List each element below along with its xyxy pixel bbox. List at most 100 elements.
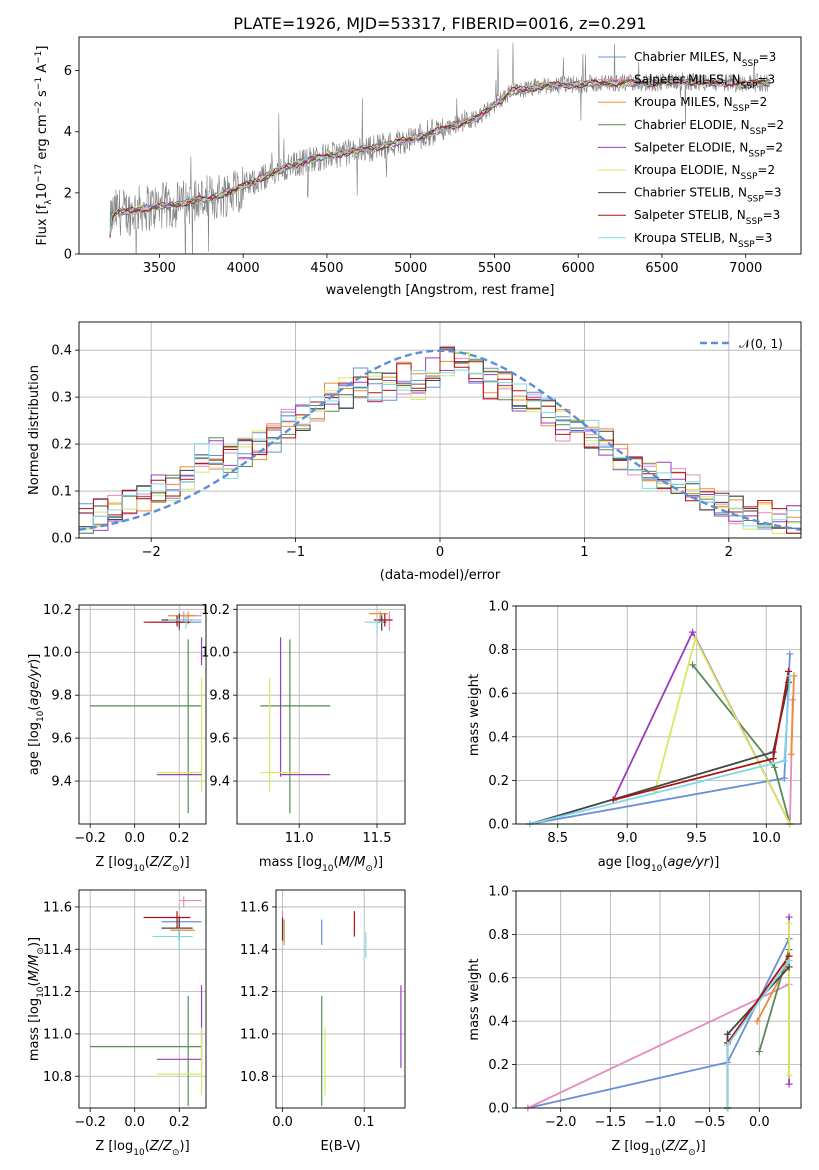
y-tick-label: 10.2: [43, 603, 72, 618]
weight-point-marker: [780, 774, 788, 782]
weight-point-marker: [786, 672, 794, 680]
mass-weight-vs-age-axes: 8.5 9.0 9.5 10.0 0.0 0.2 0.4 0.6 0.8 1.0 age [log1…: [467, 600, 802, 874]
y-tick-label: 9.6: [51, 732, 72, 747]
weight-point-marker: [785, 963, 793, 971]
axes-frame: [78, 36, 802, 255]
weight-point-marker: [689, 628, 697, 636]
x-axis-label: E(B-V): [320, 1139, 360, 1154]
legend-label: Chabrier ELODIE, NSSP=2: [634, 118, 784, 137]
weight-point-marker: [771, 763, 779, 771]
axes-frame: [78, 321, 802, 539]
x-tick-label: 8.5: [547, 831, 568, 846]
y-tick-label: 0.1: [51, 485, 72, 500]
y-tick-label: 6: [64, 64, 72, 79]
y-tick-label: 0.0: [488, 1102, 509, 1117]
y-tick-label: 11.6: [43, 900, 72, 915]
weight-point-marker: [691, 635, 699, 643]
mass-vs-Z-axes: −0.2 0.0 0.2 10.8 11.0 11.2 11.4 11.6 Z [log10(Z…: [27, 889, 207, 1158]
y-tick-label: 0.3: [51, 391, 72, 406]
x-tick-label: 4500: [310, 261, 343, 276]
weight-point-marker: [785, 1071, 793, 1079]
x-tick-label: −2: [142, 545, 161, 560]
y-tick-label: 11.2: [43, 985, 72, 1000]
weight-line: [790, 675, 795, 755]
x-tick-label: 3500: [143, 261, 176, 276]
legend-label: Salpeter ELODIE, NSSP=2: [634, 140, 783, 159]
y-tick-label: 10.0: [43, 646, 72, 661]
figure-title: PLATE=1926, MJD=53317, FIBERID=0016, z=0…: [233, 14, 646, 33]
y-tick-label: 9.8: [51, 689, 72, 704]
y-axis-label: Flux [fλ10−17 erg cm−2 s−1 A−1]: [34, 46, 54, 246]
x-axis-label: mass [log10(M/M⊙)]: [259, 855, 383, 874]
y-tick-label: 11.6: [240, 900, 269, 915]
legend-label: Chabrier STELIB, NSSP=3: [634, 186, 782, 205]
axes-frame: [275, 889, 406, 1109]
weight-line: [527, 983, 790, 1108]
legend-label: Kroupa ELODIE, NSSP=2: [634, 163, 775, 182]
spectrum-axes: 3500 4000 4500 5000 5500 6000 6500 7000 0 2 4 6 wave…: [34, 36, 802, 298]
y-axis-label: age [log10(age/yr)]: [27, 654, 46, 776]
x-tick-label: 0.0: [749, 1115, 770, 1130]
weight-line: [529, 675, 791, 824]
y-tick-label: 0.6: [488, 971, 509, 986]
y-tick-label: 1.0: [488, 885, 509, 900]
x-axis-label: age [log10(age/yr)]: [598, 855, 720, 874]
x-tick-label: 0.0: [272, 1115, 293, 1130]
legend-label: Chabrier MILES, NSSP=3: [634, 50, 776, 69]
legend-label: Salpeter STELIB, NSSP=3: [634, 208, 780, 227]
y-tick-label: 0.8: [488, 928, 509, 943]
y-tick-label: 11.0: [43, 1027, 72, 1042]
x-tick-label: −0.2: [74, 831, 106, 846]
x-axis-label: Z [log10(Z/Z⊙)]: [95, 1139, 189, 1158]
weight-line: [654, 636, 791, 824]
y-tick-label: 10.0: [201, 646, 230, 661]
normal-curve-line: [79, 349, 801, 531]
y-tick-label: 2: [64, 186, 72, 201]
y-tick-label: 9.6: [209, 732, 230, 747]
y-tick-label: 0: [64, 248, 72, 263]
x-tick-label: 7000: [729, 261, 762, 276]
y-tick-label: 0.2: [488, 774, 509, 789]
weight-point-marker: [784, 667, 792, 675]
model-spectrum-line: [109, 77, 770, 236]
weight-line: [612, 630, 791, 824]
histogram-line: [79, 349, 801, 534]
weight-line: [758, 949, 790, 1052]
x-tick-label: 5000: [394, 261, 427, 276]
weight-point-marker: [724, 1041, 732, 1049]
y-tick-label: 0.0: [488, 818, 509, 833]
weight-point-marker: [785, 913, 793, 921]
y-tick-label: 11.0: [240, 1027, 269, 1042]
y-tick-label: 10.8: [240, 1070, 269, 1085]
legend-label: 𝒩(0, 1): [739, 337, 783, 351]
age-vs-mass-axes: 11.0 11.5 9.4 9.6 9.8 10.0 10.2 mass [log10(M/M…: [201, 603, 406, 874]
x-tick-label: −0.2: [74, 1115, 106, 1130]
histogram-line: [79, 369, 801, 529]
weight-line: [527, 938, 790, 1108]
y-axis-label: mass [log10(M/M⊙)]: [27, 937, 46, 1061]
y-tick-label: 9.8: [209, 689, 230, 704]
y-tick-label: 0.4: [488, 730, 509, 745]
y-tick-label: 0.0: [51, 532, 72, 547]
y-tick-label: 9.4: [51, 775, 72, 790]
x-tick-label: −1: [286, 545, 305, 560]
x-tick-label: 11.5: [363, 831, 392, 846]
weight-point-marker: [785, 956, 793, 964]
legend-label: Salpeter MILES, NSSP=3: [634, 73, 775, 92]
y-tick-label: 0.6: [488, 687, 509, 702]
x-tick-label: 5500: [478, 261, 511, 276]
x-tick-label: 0.2: [169, 831, 190, 846]
axes-frame: [78, 604, 207, 825]
x-tick-label: −1.0: [644, 1115, 676, 1130]
axes-frame: [515, 605, 802, 825]
weight-point-marker: [769, 755, 777, 763]
age-vs-Z-axes: −0.2 0.0 0.2 9.4 9.6 9.8 10.0 10.2 Z [log10(Z/Z⊙…: [27, 603, 207, 874]
y-tick-label: 9.4: [209, 775, 230, 790]
x-tick-label: 1: [580, 545, 588, 560]
x-tick-label: −0.5: [694, 1115, 726, 1130]
x-tick-label: −2.0: [545, 1115, 577, 1130]
y-tick-label: 4: [64, 125, 72, 140]
y-tick-label: 11.4: [43, 943, 72, 958]
x-tick-label: 0.2: [169, 1115, 190, 1130]
